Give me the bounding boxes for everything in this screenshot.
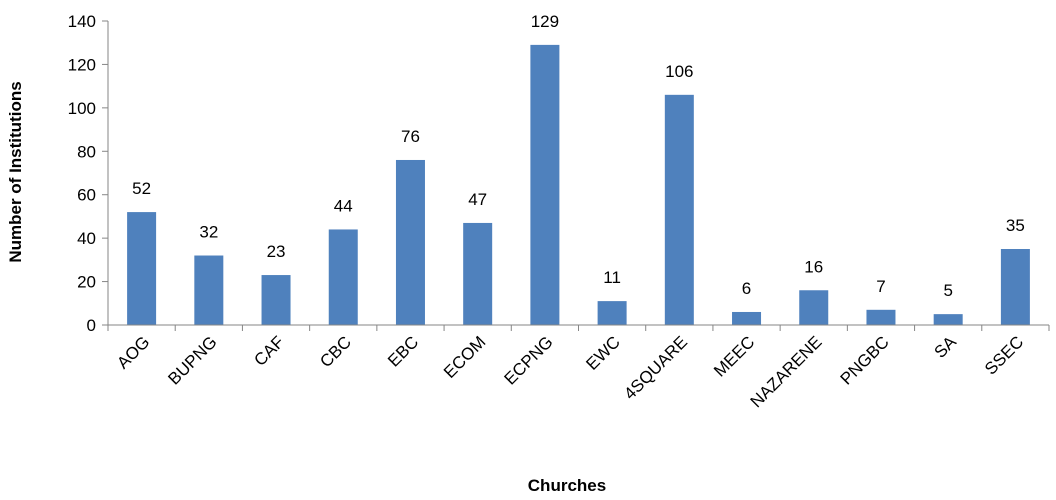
bar [127, 212, 157, 325]
y-tick-label: 80 [77, 142, 96, 161]
bar [194, 255, 224, 325]
data-label: 16 [804, 257, 823, 276]
bar [799, 290, 829, 325]
data-label: 7 [876, 277, 885, 296]
data-label: 23 [267, 242, 286, 261]
x-tick-label: CAF [250, 332, 287, 369]
x-tick-label: BUPNG [164, 332, 220, 388]
x-tick-label: 4SQUARE [620, 332, 691, 403]
bar [933, 314, 963, 325]
x-tick-label: SA [931, 332, 961, 362]
bar [463, 222, 493, 325]
bar [530, 44, 560, 326]
data-label: 11 [603, 268, 621, 287]
data-label: 35 [1006, 216, 1025, 235]
x-tick-label: EBC [384, 332, 422, 370]
x-tick-label: PNGBC [837, 332, 893, 388]
data-label: 44 [334, 196, 353, 215]
x-axis-title: Churches [528, 476, 606, 495]
x-tick-label: CBC [316, 332, 355, 371]
bar [597, 301, 627, 325]
x-tick-label: ECOM [440, 332, 489, 381]
x-tick-label: ECPNG [501, 332, 557, 388]
y-tick-label: 0 [87, 316, 96, 335]
data-label: 129 [531, 12, 559, 31]
bar [866, 309, 896, 325]
data-label: 6 [742, 279, 751, 298]
data-label: 32 [199, 223, 218, 242]
y-tick-label: 20 [77, 273, 96, 292]
y-tick-label: 120 [68, 55, 96, 74]
data-label: 47 [468, 190, 487, 209]
bar [1000, 249, 1030, 325]
data-label: 52 [132, 179, 151, 198]
bars [127, 44, 1030, 326]
y-tick-label: 100 [68, 99, 96, 118]
y-tick-label: 140 [68, 12, 96, 31]
x-tick-label: MEEC [710, 332, 758, 380]
data-label: 106 [665, 62, 693, 81]
bar [261, 275, 291, 325]
bar [664, 94, 694, 325]
axes [107, 21, 1049, 326]
x-tick-label: EWC [582, 332, 623, 373]
y-axis-title: Number of Institutions [6, 81, 25, 262]
y-axis-ticks: 0 20 40 60 80 100 120 140 [68, 12, 108, 335]
data-label: 5 [943, 281, 952, 300]
bar [395, 159, 425, 325]
data-labels: 52 32 23 44 76 47 129 11 106 6 16 7 5 35 [132, 12, 1025, 300]
x-tick-label: SSEC [981, 332, 1027, 378]
data-label: 76 [401, 127, 420, 146]
x-tick-label: NAZARENE [747, 332, 826, 411]
y-tick-label: 60 [77, 186, 96, 205]
bar [328, 229, 358, 325]
bar [732, 311, 762, 325]
x-tick-label: AOG [113, 332, 153, 372]
y-tick-label: 40 [77, 229, 96, 248]
